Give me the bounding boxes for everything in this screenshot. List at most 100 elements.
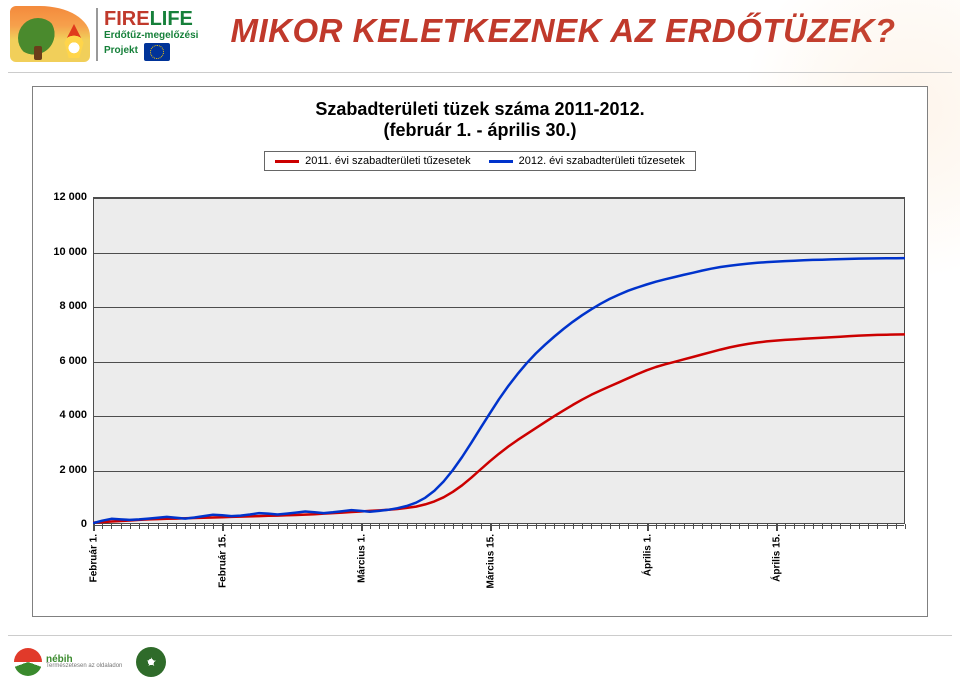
nebih-glyph-icon xyxy=(14,648,42,676)
x-axis: Február 1.Február 15.Március 1.Március 1… xyxy=(93,524,905,616)
x-tick-minor xyxy=(416,524,417,600)
x-tick-minor xyxy=(130,524,131,600)
x-tick-minor xyxy=(564,524,565,600)
x-tick-major: Február 15. xyxy=(222,524,223,600)
x-tick-minor xyxy=(462,524,463,600)
chart-title: Szabadterületi tüzek száma 2011-2012. (f… xyxy=(33,99,927,141)
x-tick-minor xyxy=(665,524,666,600)
header-divider xyxy=(8,72,952,73)
x-tick-minor xyxy=(684,524,685,600)
x-tick-minor xyxy=(287,524,288,600)
legend-label-2012: 2012. évi szabadterületi tűzesetek xyxy=(519,155,685,167)
y-tick-label: 8 000 xyxy=(59,300,93,312)
x-tick-minor xyxy=(831,524,832,600)
x-tick-minor xyxy=(702,524,703,600)
x-tick-minor xyxy=(804,524,805,600)
x-tick-minor xyxy=(158,524,159,600)
x-tick-minor xyxy=(231,524,232,600)
x-tick-minor xyxy=(268,524,269,600)
header-logos: FIRE LIFE Erdőtűz-megelőzési Projekt xyxy=(10,6,198,62)
x-tick-minor xyxy=(471,524,472,600)
x-tick-minor xyxy=(508,524,509,600)
legend-swatch-2011 xyxy=(275,160,299,163)
y-tick-label: 4 000 xyxy=(59,409,93,421)
x-tick-minor xyxy=(102,524,103,600)
x-tick-minor xyxy=(213,524,214,600)
green-seal-icon: ★ xyxy=(136,647,166,677)
x-tick-minor xyxy=(407,524,408,600)
x-tick-label: Március 1. xyxy=(356,534,367,583)
header: FIRE LIFE Erdőtűz-megelőzési Projekt MIK… xyxy=(0,0,960,62)
legend-label-2011: 2011. évi szabadterületi tűzesetek xyxy=(305,155,471,167)
x-tick-minor xyxy=(434,524,435,600)
x-tick-minor xyxy=(554,524,555,600)
eu-flag-icon xyxy=(144,43,170,61)
x-tick-minor xyxy=(259,524,260,600)
forestfire-logo xyxy=(10,6,90,62)
x-tick-minor xyxy=(351,524,352,600)
x-tick-label: Március 15. xyxy=(485,534,496,588)
legend-item-2011: 2011. évi szabadterületi tűzesetek xyxy=(275,155,471,167)
x-tick-minor xyxy=(121,524,122,600)
x-tick-minor xyxy=(296,524,297,600)
x-tick-minor xyxy=(241,524,242,600)
x-tick-minor xyxy=(453,524,454,600)
plot-lines xyxy=(93,197,905,524)
x-tick-minor xyxy=(739,524,740,600)
x-tick-minor xyxy=(840,524,841,600)
x-tick-minor xyxy=(601,524,602,600)
x-tick-minor xyxy=(720,524,721,600)
x-tick-label: Február 1. xyxy=(89,534,100,582)
x-tick-minor xyxy=(425,524,426,600)
x-tick-minor xyxy=(591,524,592,600)
x-tick-minor xyxy=(398,524,399,600)
nebih-tagline: Természetesen az oldaladon xyxy=(46,664,122,669)
x-tick-minor xyxy=(610,524,611,600)
x-tick-minor xyxy=(185,524,186,600)
x-tick-label: Április 15. xyxy=(771,534,782,582)
x-tick-minor xyxy=(148,524,149,600)
x-tick-minor xyxy=(794,524,795,600)
x-tick-minor xyxy=(139,524,140,600)
x-tick-minor xyxy=(545,524,546,600)
x-tick-minor xyxy=(499,524,500,600)
x-tick-minor xyxy=(850,524,851,600)
x-tick-minor xyxy=(711,524,712,600)
x-tick-minor xyxy=(370,524,371,600)
firelife-logo: FIRE LIFE Erdőtűz-megelőzési Projekt xyxy=(96,8,198,61)
x-tick-minor xyxy=(517,524,518,600)
x-tick-minor xyxy=(278,524,279,600)
x-tick-label: Február 15. xyxy=(218,534,229,588)
footer: nébih Természetesen az oldaladon ★ xyxy=(0,635,960,689)
x-tick-minor xyxy=(176,524,177,600)
firelife-fire-text: FIRE xyxy=(104,8,150,31)
x-tick-minor xyxy=(536,524,537,600)
x-tick-minor xyxy=(111,524,112,600)
x-tick-major: Március 15. xyxy=(490,524,491,600)
x-tick-major: Április 1. xyxy=(647,524,648,600)
x-tick-minor xyxy=(527,524,528,600)
plot-area: 02 0004 0006 0008 00010 00012 000 xyxy=(93,197,905,524)
x-tick-minor xyxy=(573,524,574,600)
x-tick-minor xyxy=(757,524,758,600)
x-tick-minor xyxy=(582,524,583,600)
y-tick-label: 10 000 xyxy=(53,246,93,258)
y-tick-label: 6 000 xyxy=(59,355,93,367)
x-tick-minor xyxy=(204,524,205,600)
x-tick-minor xyxy=(628,524,629,600)
chart-title-line2: (február 1. - április 30.) xyxy=(383,120,576,140)
x-tick-minor xyxy=(767,524,768,600)
chart-title-line1: Szabadterületi tüzek száma 2011-2012. xyxy=(315,99,644,119)
x-tick-minor xyxy=(167,524,168,600)
x-tick-major: Április 15. xyxy=(776,524,777,600)
x-tick-minor xyxy=(693,524,694,600)
nebih-logo: nébih Természetesen az oldaladon xyxy=(14,648,122,676)
x-tick-minor xyxy=(481,524,482,600)
x-tick-minor xyxy=(785,524,786,600)
x-tick-minor xyxy=(748,524,749,600)
chart-legend: 2011. évi szabadterületi tűzesetek 2012.… xyxy=(264,151,696,171)
y-tick-label: 12 000 xyxy=(53,191,93,203)
x-tick-minor xyxy=(305,524,306,600)
x-tick-minor xyxy=(637,524,638,600)
legend-item-2012: 2012. évi szabadterületi tűzesetek xyxy=(489,155,685,167)
